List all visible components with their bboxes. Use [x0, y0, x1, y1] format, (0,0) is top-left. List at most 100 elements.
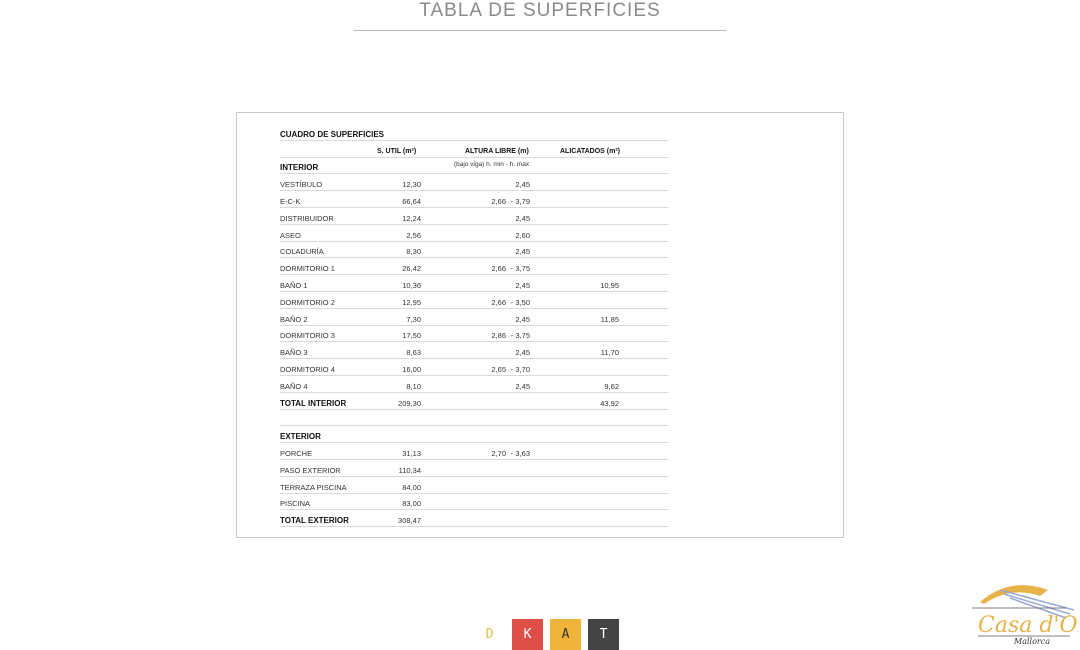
cell-name: TERRAZA PISCINA [280, 482, 347, 492]
total-interior-row: TOTAL INTERIOR 209,30 43,92 [280, 393, 668, 410]
table-header: S. UTIL (m²) ALTURA LIBRE (m) ALICATADOS… [280, 141, 668, 158]
cell-hmax: 3,75 [515, 264, 530, 274]
spacer-row [280, 410, 668, 427]
cell-hmax: 2,45 [515, 280, 530, 290]
cell-name: BAÑO 4 [280, 381, 308, 391]
total-exterior-row: TOTAL EXTERIOR 308,47 [280, 510, 668, 528]
cell-hmax: 3,79 [515, 196, 530, 206]
cell-hmax: 3,75 [515, 331, 530, 341]
cell-hmax: 2,45 [515, 180, 530, 190]
cell-util: 84,00 [402, 482, 421, 492]
table-row: PISCINA 83,00 [280, 494, 668, 511]
table-row: E-C-K 66,64 2,66-3,79 [280, 191, 668, 208]
cell-hmax: 2,45 [515, 381, 530, 391]
total-interior-util: 209,30 [398, 398, 421, 408]
cell-name: DORMITORIO 1 [280, 264, 335, 274]
nav-button-k[interactable]: K [512, 619, 543, 650]
page-title: TABLA DE SUPERFICIES [419, 0, 661, 21]
table-row: TERRAZA PISCINA 84,00 [280, 477, 668, 494]
cell-util: 17,50 [402, 331, 421, 341]
cell-hmin: 2,86 [491, 331, 506, 341]
cell-name: DORMITORIO 4 [280, 364, 335, 374]
table-row: PASO EXTERIOR 110,34 [280, 460, 668, 477]
cell-util: 12,24 [402, 213, 421, 223]
table-title: CUADRO DE SUPERFICIES [280, 129, 385, 139]
total-interior-ali: 43,92 [600, 398, 619, 408]
table-row: DORMITORIO 1 26,42 2,66-3,75 [280, 258, 668, 276]
surfaces-table: CUADRO DE SUPERFICIES S. UTIL (m²) ALTUR… [280, 124, 668, 528]
cell-name: E-C-K [280, 196, 301, 206]
cell-name: PASO EXTERIOR [280, 465, 341, 475]
cell-name: PISCINA [280, 499, 311, 509]
cell-ali: 11,85 [600, 314, 619, 324]
cell-name: DORMITORIO 3 [280, 331, 335, 341]
cell-name: PORCHE [280, 448, 313, 458]
cell-util: 12,95 [402, 297, 421, 307]
cell-util: 66,64 [402, 196, 421, 206]
range-dash: - [510, 448, 514, 458]
header-alicatados: ALICATADOS (m²) [560, 147, 621, 155]
table-row: DORMITORIO 4 16,00 2,65-3,70 [280, 359, 668, 376]
table-row: ASEO 2,56 2,60 [280, 225, 668, 242]
cell-util: 8,30 [406, 247, 421, 257]
cell-name: VESTÍBULO [280, 180, 323, 190]
cell-ali: 9,62 [604, 381, 619, 391]
svg-text:Casa d'OR: Casa d'OR [978, 613, 1078, 638]
cell-hmin: 2,65 [491, 364, 506, 374]
nav-button-t[interactable]: T [588, 619, 619, 650]
range-dash: - [510, 331, 514, 341]
cell-name: COLADURÍA [280, 247, 324, 257]
altura-note: (bajo viga) h. min - h. max [454, 161, 530, 169]
range-dash: - [510, 264, 514, 274]
cell-util: 8,10 [406, 381, 421, 391]
title-divider [354, 30, 726, 31]
cell-hmin: 2,66 [491, 196, 506, 206]
cell-name: DORMITORIO 2 [280, 297, 335, 307]
cell-util: 110,34 [398, 465, 421, 475]
cell-util: 8,63 [406, 348, 421, 358]
cell-name: BAÑO 2 [280, 314, 308, 324]
exterior-section-row: EXTERIOR [280, 426, 668, 444]
cell-name: BAÑO 3 [280, 348, 308, 358]
range-dash: - [510, 196, 514, 206]
table-row: COLADURÍA 8,30 2,45 [280, 242, 668, 259]
header-util: S. UTIL (m²) [377, 147, 417, 155]
interior-section-row: INTERIOR (bajo viga) h. min - h. max [280, 158, 668, 175]
cell-hmin: 2,70 [491, 448, 506, 458]
table-row: BAÑO 1 10,36 10,95 2,45 [280, 275, 668, 292]
cell-hmax: 2,45 [515, 247, 530, 257]
range-dash: - [510, 297, 514, 307]
svg-text:Mallorca: Mallorca [1013, 637, 1050, 646]
table-row: BAÑO 2 7,30 11,85 2,45 [280, 309, 668, 326]
nav-button-d[interactable]: D [474, 619, 505, 650]
table-row: DISTRIBUIDOR 12,24 2,45 [280, 208, 668, 225]
cell-hmax: 2,45 [515, 348, 530, 358]
cell-util: 7,30 [406, 314, 421, 324]
cell-util: 16,00 [402, 364, 421, 374]
cell-util: 10,36 [402, 280, 421, 290]
table-title-row: CUADRO DE SUPERFICIES [280, 124, 668, 141]
cell-hmax: 2,45 [515, 314, 530, 324]
cell-util: 31,13 [402, 448, 421, 458]
cell-name: BAÑO 1 [280, 280, 308, 290]
cell-util: 26,42 [402, 264, 421, 274]
table-row: VESTÍBULO 12,30 2,45 [280, 174, 668, 192]
header-altura: ALTURA LIBRE (m) [465, 147, 529, 155]
cell-ali: 10,95 [600, 280, 619, 290]
cell-name: DISTRIBUIDOR [280, 213, 334, 223]
total-exterior-label: TOTAL EXTERIOR [280, 516, 349, 526]
cell-hmax: 2,60 [515, 230, 530, 240]
exterior-label: EXTERIOR [280, 432, 321, 442]
nav-button-a[interactable]: A [550, 619, 581, 650]
table-row: BAÑO 4 8,10 9,62 2,45 [280, 376, 668, 393]
total-interior-label: TOTAL INTERIOR [280, 398, 347, 408]
total-exterior-util: 308,47 [398, 516, 421, 526]
table-row: DORMITORIO 2 12,95 2,66-3,50 [280, 292, 668, 309]
table-row: DORMITORIO 3 17,50 2,86-3,75 [280, 326, 668, 343]
cell-hmin: 2,66 [491, 297, 506, 307]
cell-util: 12,30 [402, 180, 421, 190]
cell-hmax: 3,50 [515, 297, 530, 307]
cell-hmin: 2,66 [491, 264, 506, 274]
cell-hmax: 3,70 [515, 364, 530, 374]
table-row: BAÑO 3 8,63 11,70 2,45 [280, 342, 668, 360]
